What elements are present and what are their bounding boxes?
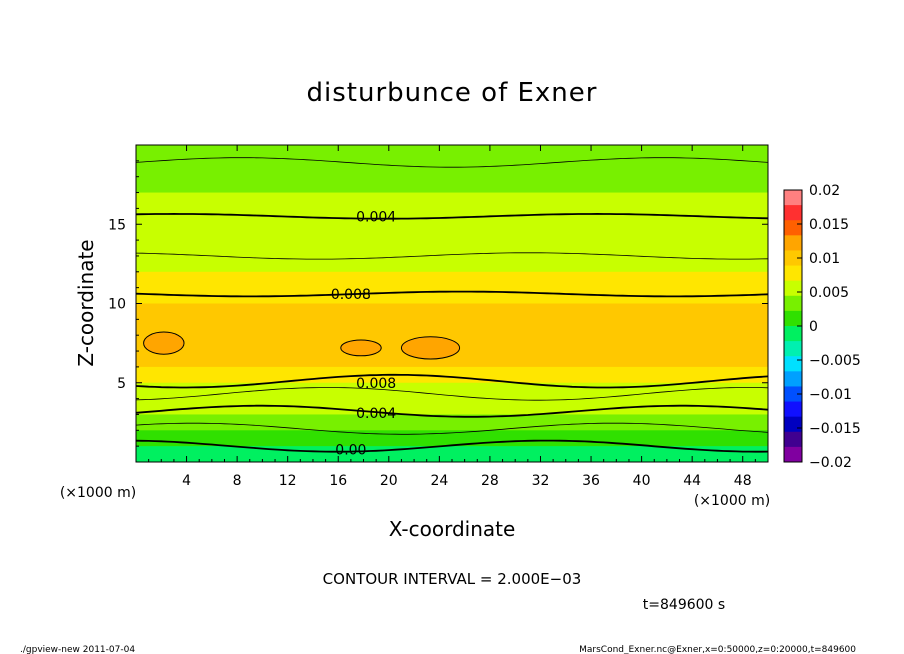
x-tick-label: 8 — [233, 473, 242, 489]
colorbar-segment — [784, 250, 802, 267]
colorbar-segment — [784, 326, 802, 342]
colorbar-segment — [784, 235, 802, 251]
value-band — [136, 160, 768, 178]
value-band — [136, 255, 768, 273]
y-axis-label: Z-coordinate — [74, 239, 98, 366]
colorbar-tick-label: 0 — [809, 319, 818, 335]
contour-label: 0.00 — [335, 442, 366, 458]
value-band — [136, 303, 768, 321]
local-maximum — [340, 339, 382, 357]
contour-line — [136, 373, 768, 389]
x-tick-label: 40 — [633, 473, 651, 489]
colorbar-tick-label: 0.02 — [809, 183, 840, 199]
value-band — [136, 414, 768, 432]
colorbar-tick-label: −0.015 — [809, 421, 861, 437]
y-axis-ticks: 5 10 15 — [108, 160, 768, 447]
colorbar-ticks: 0.02 0.015 0.01 0.005 0 −0.005 −0.01 −0.015 −0.0… — [797, 183, 861, 471]
contour-interval: CONTOUR INTERVAL = 2.000E−03 — [323, 570, 582, 588]
footer-right: MarsCond_Exner.nc@Exner,x=0:50000,z=0:20… — [579, 645, 856, 654]
x-tick-label: 12 — [279, 473, 297, 489]
x-tick-label: 32 — [532, 473, 550, 489]
x-tick-label: 16 — [329, 473, 347, 489]
x-axis-ticks: 4 8 12 16 20 24 28 32 36 40 44 48 — [148, 145, 756, 489]
x-tick-label: 48 — [734, 473, 752, 489]
colorbar-segment — [784, 190, 802, 206]
value-band — [136, 366, 768, 384]
y-tick-label: 5 — [117, 376, 126, 392]
colorbar-tick-label: 0.01 — [809, 251, 840, 267]
colorbar-segment — [784, 431, 802, 448]
colorbar-segment — [784, 265, 802, 282]
x-tick-label: 36 — [582, 473, 600, 489]
contour-label: 0.004 — [356, 209, 396, 225]
colorbar-tick-label: −0.005 — [809, 353, 861, 369]
x-tick-label: 20 — [380, 473, 398, 489]
contour-line — [136, 404, 768, 418]
contour-line — [136, 422, 768, 435]
x-tick-label: 4 — [182, 473, 191, 489]
contour-lines — [136, 157, 768, 453]
colorbar-segment — [784, 341, 802, 357]
y-tick-label: 10 — [108, 297, 126, 313]
colorbar-segment — [784, 401, 802, 418]
contour-line — [136, 290, 768, 298]
contour-label: 0.008 — [356, 376, 396, 392]
value-band — [136, 145, 768, 146]
y-tick-label: 15 — [108, 217, 126, 233]
x-tick-label: 24 — [430, 473, 448, 489]
colorbar-tick-label: 0.005 — [809, 285, 849, 301]
value-band — [136, 271, 768, 289]
contour-labels: 0.004 0.008 0.008 0.004 0.00 — [331, 209, 396, 458]
value-band — [136, 176, 768, 194]
contour-line — [136, 387, 768, 401]
value-band — [136, 398, 768, 416]
x-axis-label: X-coordinate — [389, 517, 516, 541]
colorbar-segment — [784, 386, 802, 403]
colorbar-tick-label: −0.01 — [809, 387, 852, 403]
local-maximum — [143, 331, 185, 355]
value-band — [136, 240, 768, 257]
colorbar-segment — [784, 356, 802, 372]
colorbar-segment — [784, 446, 802, 463]
value-band — [136, 192, 768, 210]
colorbar-tick-label: 0.015 — [809, 217, 849, 233]
contour-label: 0.008 — [331, 287, 371, 303]
value-band — [136, 319, 768, 337]
contour-line — [136, 439, 768, 453]
x-tick-label: 28 — [481, 473, 499, 489]
chart-title: disturbunce of Exner — [307, 78, 598, 108]
colorbar-segment — [784, 416, 802, 433]
value-band — [136, 145, 768, 162]
contour-fill — [136, 145, 768, 462]
colorbar-segment — [784, 280, 802, 297]
x-unit-left: (×1000 m) — [60, 485, 136, 501]
colorbar-segment — [784, 310, 802, 327]
colorbar-segment — [784, 371, 802, 387]
contour-line — [136, 157, 768, 168]
contour-label: 0.004 — [356, 406, 396, 422]
time-label: t=849600 s — [643, 597, 725, 613]
value-band — [136, 351, 768, 368]
footer-left: ./gpview-new 2011-07-04 — [20, 645, 135, 654]
local-maximum — [400, 336, 461, 360]
value-band — [136, 224, 768, 242]
colorbar-segment — [784, 205, 802, 221]
colorbar-segment — [784, 220, 802, 236]
colorbar-segment — [784, 295, 802, 312]
value-band — [136, 287, 768, 305]
x-tick-label: 44 — [683, 473, 701, 489]
contour-line — [136, 252, 768, 260]
x-unit-right: (×1000 m) — [694, 493, 770, 509]
colorbar-tick-label: −0.02 — [809, 455, 852, 471]
contour-line — [136, 212, 768, 220]
